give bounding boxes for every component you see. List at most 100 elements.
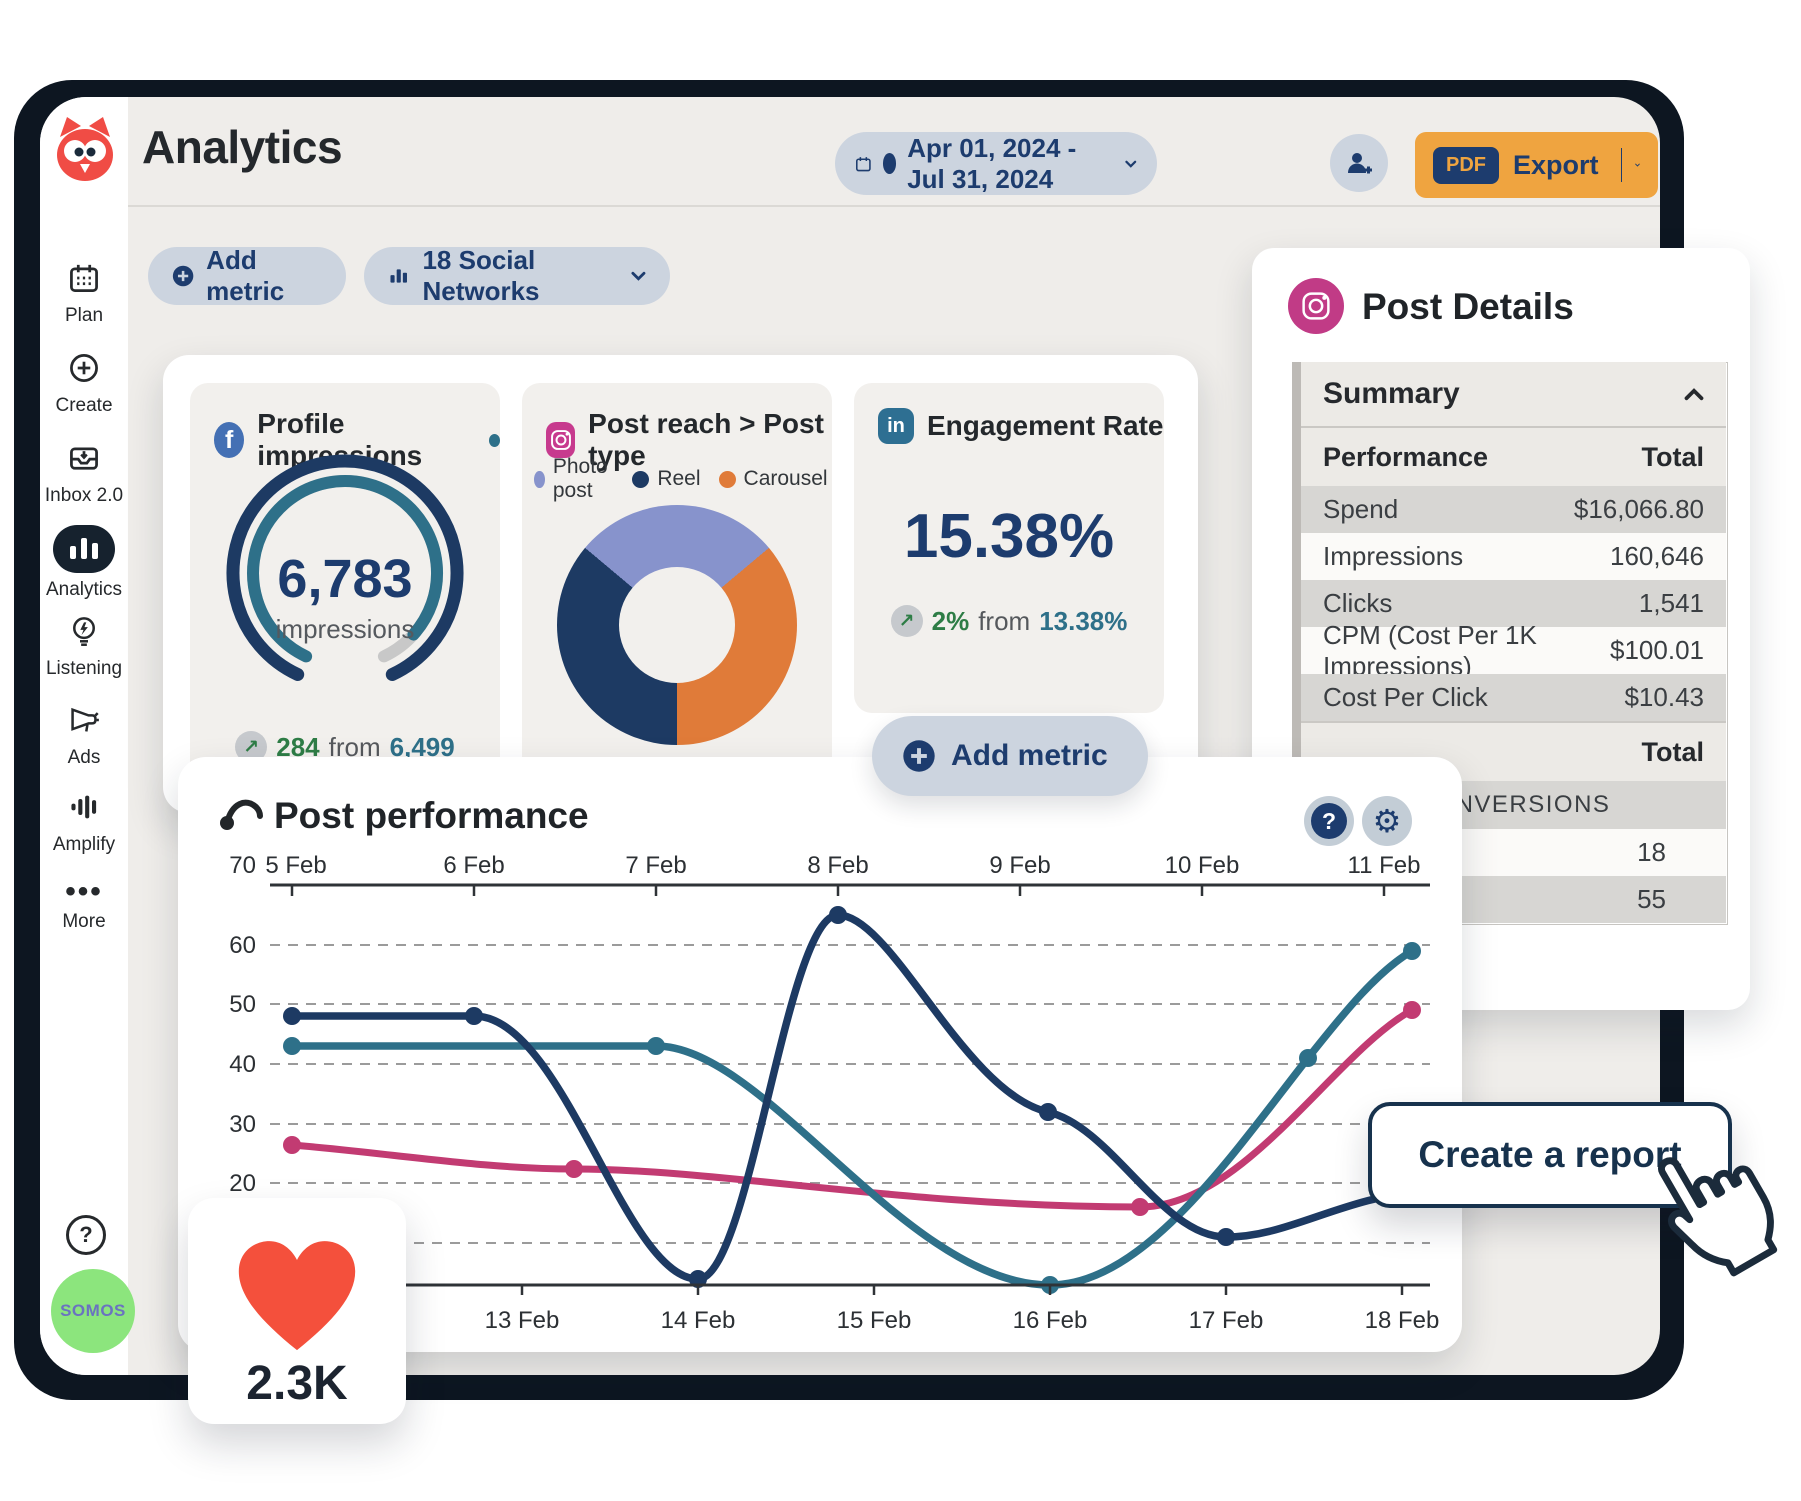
- svg-text:13 Feb: 13 Feb: [485, 1307, 560, 1334]
- svg-text:7 Feb: 7 Feb: [625, 852, 686, 879]
- svg-text:9 Feb: 9 Feb: [989, 852, 1050, 879]
- likes-badge-card: 2.3K: [188, 1198, 406, 1424]
- instagram-icon: [1288, 278, 1344, 334]
- change-indicator: ↗ 2% from 13.38%: [854, 605, 1164, 637]
- add-metric-label: Add metric: [206, 245, 285, 306]
- inbox-icon: [70, 447, 98, 470]
- trend-up-icon: ↗: [243, 736, 260, 758]
- legend-item: Photo post: [534, 455, 614, 503]
- post-type-donut-chart: [557, 505, 797, 745]
- avatar-dot: [882, 153, 897, 174]
- sidebar-item-plan[interactable]: Plan: [40, 262, 128, 327]
- sidebar-item-label: Listening: [45, 658, 123, 679]
- add-metric-button[interactable]: Add metric: [148, 245, 346, 306]
- plus-circle-icon: [70, 354, 98, 382]
- sidebar-item-create[interactable]: Create: [40, 352, 128, 417]
- status-dot: [489, 433, 500, 447]
- table-row: Spend $16,066.80: [1301, 486, 1726, 533]
- calendar-icon: [856, 156, 871, 171]
- facebook-icon: f: [214, 422, 245, 458]
- page-title: Analytics: [142, 121, 343, 173]
- sidebar-item-inbox[interactable]: Inbox 2.0: [40, 442, 128, 507]
- gauge-unit: impressions: [276, 614, 415, 644]
- trend-up-icon: ↗: [898, 610, 915, 632]
- pink-data-points: [283, 1001, 1421, 1216]
- gauge-value: 6,783: [277, 549, 412, 609]
- sidebar-item-ads[interactable]: Ads: [40, 704, 128, 769]
- hootsuite-owl-logo[interactable]: [50, 113, 120, 183]
- legend-item: Carousel: [718, 455, 828, 503]
- series-navy-line: [288, 911, 1434, 1283]
- date-range-picker[interactable]: Apr 01, 2024 - Jul 31, 2024: [835, 132, 1157, 195]
- svg-text:18 Feb: 18 Feb: [1365, 1307, 1440, 1334]
- amplify-bars-icon: [71, 795, 97, 819]
- social-networks-dropdown[interactable]: 18 Social Networks: [364, 245, 670, 306]
- svg-text:10 Feb: 10 Feb: [1165, 852, 1240, 879]
- trend-line-icon: [220, 799, 263, 830]
- sidebar-item-amplify[interactable]: Amplify: [40, 791, 128, 856]
- share-access-button[interactable]: [1330, 134, 1388, 192]
- help-button[interactable]: ?: [66, 1215, 106, 1255]
- series-teal-line: [288, 947, 1416, 1289]
- impressions-gauge: 6,783 impressions: [226, 454, 464, 681]
- metric-card-engagement-rate: in Engagement Rate 15.38% ↗ 2% from 13.3…: [854, 383, 1164, 713]
- svg-text:20: 20: [229, 1170, 256, 1197]
- donut-legend: Photo post Reel Carousel: [534, 455, 828, 503]
- teal-data-points: [283, 942, 1421, 1294]
- table-row: Cost Per Click $10.43: [1301, 674, 1726, 721]
- calendar-icon: [70, 264, 98, 292]
- chevron-up-icon[interactable]: [1684, 387, 1704, 401]
- add-metric-cta-button[interactable]: Add metric: [872, 716, 1148, 796]
- instagram-icon: [546, 422, 576, 458]
- settings-button[interactable]: ⚙: [1362, 796, 1412, 846]
- svg-text:30: 30: [229, 1111, 256, 1138]
- summary-scrollbar[interactable]: [1292, 362, 1301, 923]
- sidebar-item-label: Analytics: [45, 579, 123, 600]
- svg-text:15 Feb: 15 Feb: [837, 1307, 912, 1334]
- metric-card-post-reach: Post reach > Post type Photo post Reel C…: [522, 383, 832, 781]
- analytics-active-icon: [53, 525, 115, 573]
- sidebar-item-label: Plan: [64, 305, 104, 326]
- table-row: Impressions 160,646: [1301, 533, 1726, 580]
- svg-text:17 Feb: 17 Feb: [1189, 1307, 1264, 1334]
- table-column-header: Performance Total: [1301, 426, 1726, 486]
- summary-header[interactable]: Summary: [1301, 362, 1726, 426]
- export-divider: [1620, 148, 1622, 182]
- sidebar-item-analytics[interactable]: Analytics: [40, 525, 128, 601]
- workspace-avatar[interactable]: SOMOS: [51, 1269, 135, 1353]
- svg-text:50: 50: [229, 991, 256, 1018]
- svg-text:14 Feb: 14 Feb: [661, 1307, 736, 1334]
- sidebar-item-label: Ads: [67, 747, 101, 768]
- legend-item: Reel: [632, 455, 701, 503]
- help-button[interactable]: ?: [1304, 796, 1354, 846]
- svg-text:60: 60: [229, 932, 256, 959]
- sidebar-item-label: Inbox 2.0: [44, 485, 124, 506]
- series-pink-line: [288, 1006, 1416, 1211]
- table-row: Clicks 1,541: [1301, 580, 1726, 627]
- chevron-down-icon: [631, 271, 646, 281]
- export-button[interactable]: PDF Export: [1415, 132, 1658, 198]
- date-range-value: Apr 01, 2024 - Jul 31, 2024: [907, 132, 1077, 194]
- pdf-badge: PDF: [1433, 146, 1499, 184]
- totals-header: Total: [1301, 721, 1726, 781]
- card-title: Post performance: [274, 795, 589, 836]
- sidebar: Plan Create Inbox 2.0: [40, 97, 135, 1375]
- megaphone-icon: [71, 707, 99, 732]
- sidebar-item-more[interactable]: ••• More: [40, 877, 128, 933]
- engagement-value: 15.38%: [903, 502, 1115, 571]
- help-glyph: ?: [79, 1222, 93, 1247]
- svg-text:40: 40: [229, 1051, 256, 1078]
- heart-icon: [238, 1241, 356, 1351]
- sidebar-item-label: More: [62, 911, 106, 932]
- sidebar-item-listening[interactable]: Listening: [40, 615, 128, 680]
- metric-card-profile-impressions: f Profile impressions 6,783 impressions …: [190, 383, 500, 781]
- add-metric-cta-label: Add metric: [951, 739, 1108, 772]
- donut-hole: [619, 567, 735, 683]
- likes-count: 2.3K: [246, 1357, 348, 1410]
- change-indicator: ↗ 284 from 6,499: [190, 731, 500, 763]
- svg-text:5 Feb: 5 Feb: [265, 852, 326, 879]
- hand-cursor-icon: [1658, 1157, 1778, 1277]
- chevron-down-icon[interactable]: [1635, 159, 1640, 171]
- sidebar-item-label: Create: [55, 395, 113, 416]
